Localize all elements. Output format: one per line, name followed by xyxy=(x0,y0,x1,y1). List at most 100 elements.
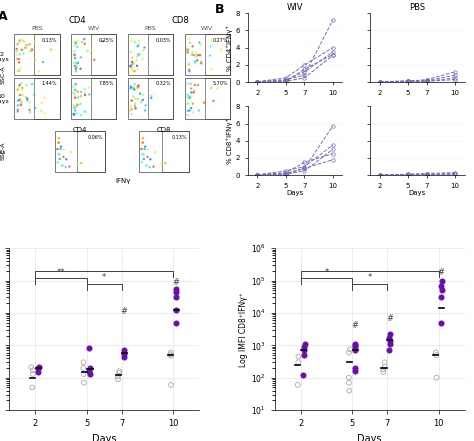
Point xyxy=(130,68,138,75)
Point xyxy=(70,83,77,90)
Point xyxy=(71,41,79,49)
Point xyxy=(438,287,446,294)
Point xyxy=(128,97,136,104)
Point xyxy=(73,44,81,51)
Point xyxy=(386,340,393,348)
Point xyxy=(63,156,70,163)
Point xyxy=(74,94,82,101)
Point xyxy=(78,38,86,45)
Point xyxy=(70,112,78,119)
Text: 10
Days: 10 Days xyxy=(0,93,9,105)
Point xyxy=(17,101,25,108)
Point xyxy=(143,162,150,169)
Point xyxy=(71,48,78,55)
Point xyxy=(47,46,55,53)
Point xyxy=(16,39,23,46)
Point xyxy=(151,149,159,156)
Point xyxy=(129,93,137,100)
Point xyxy=(351,347,359,354)
Point xyxy=(85,91,93,98)
Point xyxy=(72,39,80,46)
Title: WIV: WIV xyxy=(287,4,303,12)
Point xyxy=(167,381,175,389)
Point xyxy=(190,89,198,96)
Point xyxy=(114,373,122,380)
Point xyxy=(193,52,201,59)
Point xyxy=(345,379,353,386)
Point xyxy=(71,63,79,70)
Point xyxy=(210,97,217,105)
Point xyxy=(26,99,33,106)
Point xyxy=(301,340,309,348)
Point xyxy=(345,349,353,356)
Point xyxy=(127,63,135,70)
Point xyxy=(16,51,24,58)
Point xyxy=(80,359,87,366)
Point xyxy=(167,349,175,356)
Point xyxy=(72,65,80,72)
Point xyxy=(86,344,93,351)
Point xyxy=(158,161,166,168)
Point xyxy=(28,384,36,391)
Text: *: * xyxy=(368,273,372,282)
Point xyxy=(127,37,135,44)
Point xyxy=(56,151,64,158)
Point xyxy=(351,364,358,371)
Point xyxy=(18,46,26,53)
Text: FMO Controls: FMO Controls xyxy=(0,150,5,155)
Point xyxy=(185,61,193,68)
Point xyxy=(16,37,23,44)
Point xyxy=(139,47,147,54)
Point xyxy=(140,155,147,162)
Point xyxy=(85,84,93,91)
Point xyxy=(145,64,152,71)
Text: CD8: CD8 xyxy=(157,127,172,133)
Text: 5.70%: 5.70% xyxy=(212,81,228,86)
Bar xyxy=(139,131,189,172)
Point xyxy=(23,41,30,49)
Point xyxy=(29,367,37,374)
Point xyxy=(23,45,30,52)
Bar xyxy=(205,34,230,75)
Point xyxy=(295,353,302,360)
Point xyxy=(146,156,154,163)
Point xyxy=(133,62,141,69)
Point xyxy=(195,107,202,114)
Point xyxy=(201,99,208,106)
Text: **: ** xyxy=(57,268,65,277)
Text: IFNγ: IFNγ xyxy=(116,179,131,184)
Point xyxy=(15,56,23,63)
Bar xyxy=(148,34,173,75)
Point xyxy=(14,56,21,63)
Point xyxy=(189,100,197,107)
Point xyxy=(183,46,191,53)
Bar xyxy=(184,34,230,75)
Point xyxy=(385,334,393,341)
Point xyxy=(55,150,62,157)
Point xyxy=(128,65,136,72)
Text: 1.44%: 1.44% xyxy=(42,81,57,86)
Text: #: # xyxy=(173,277,179,287)
Point xyxy=(77,65,84,72)
Point xyxy=(191,58,199,65)
Point xyxy=(19,50,27,57)
Point xyxy=(196,39,203,46)
Point xyxy=(73,81,81,88)
Point xyxy=(71,38,78,45)
Point xyxy=(70,90,78,97)
Point xyxy=(141,146,148,153)
Point xyxy=(189,43,196,50)
Point xyxy=(71,52,78,59)
Point xyxy=(74,94,82,101)
Point xyxy=(186,68,193,75)
Point xyxy=(189,108,197,116)
Point xyxy=(18,80,25,87)
X-axis label: Days: Days xyxy=(92,434,117,441)
Point xyxy=(82,91,89,98)
Point xyxy=(35,363,43,370)
Point xyxy=(191,87,198,94)
Point xyxy=(129,58,137,65)
Point xyxy=(130,60,137,67)
Text: CD4: CD4 xyxy=(69,16,87,26)
Point xyxy=(191,60,199,67)
